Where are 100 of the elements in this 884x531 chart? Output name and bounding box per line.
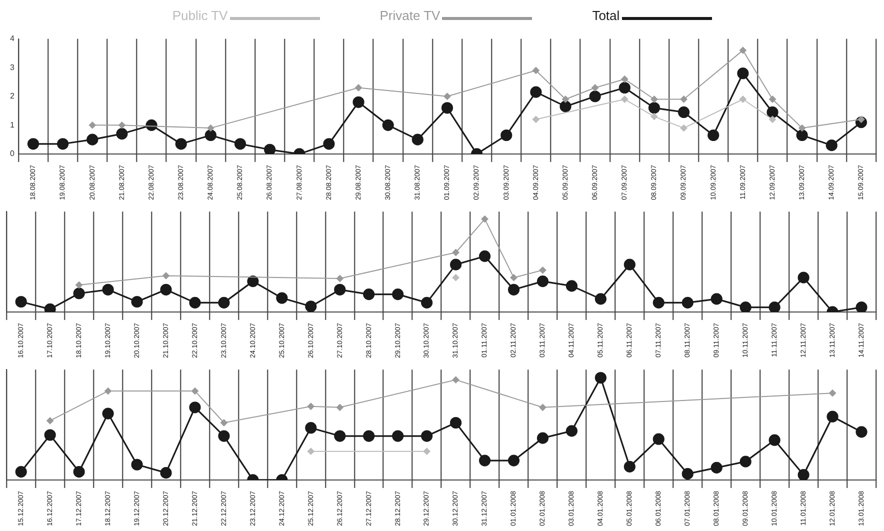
y-tick-label: 2 <box>10 92 15 101</box>
point <box>218 430 230 442</box>
point <box>247 276 259 288</box>
point <box>220 419 228 426</box>
point <box>27 138 40 150</box>
point <box>73 288 85 300</box>
point <box>648 102 660 114</box>
point <box>15 466 27 478</box>
point <box>307 448 314 455</box>
point <box>740 302 752 312</box>
point <box>15 296 27 308</box>
point <box>44 429 56 441</box>
point <box>452 248 460 256</box>
point <box>500 129 512 142</box>
point <box>421 296 433 308</box>
point <box>652 296 664 308</box>
point <box>682 468 694 480</box>
point <box>450 416 462 429</box>
point <box>739 96 746 103</box>
point <box>678 106 690 118</box>
text: Private TV <box>380 8 440 22</box>
point <box>131 458 143 470</box>
point <box>57 138 69 150</box>
point <box>276 292 288 304</box>
point <box>624 258 636 270</box>
y-tick-label: 0 <box>10 149 15 158</box>
point <box>766 106 778 118</box>
point <box>536 432 549 444</box>
y-tick-label: 3 <box>10 62 15 72</box>
point <box>798 272 810 284</box>
point <box>798 124 806 132</box>
point <box>46 417 54 424</box>
point <box>624 460 636 472</box>
point <box>566 425 578 437</box>
point <box>826 410 838 422</box>
point <box>560 100 572 112</box>
point <box>104 388 112 395</box>
point <box>621 76 628 83</box>
point <box>363 288 375 300</box>
point <box>710 293 722 305</box>
point <box>88 122 96 129</box>
point <box>131 296 143 308</box>
point <box>323 138 335 150</box>
point <box>452 376 460 384</box>
point <box>594 293 606 305</box>
point <box>444 92 451 100</box>
point <box>798 469 810 480</box>
point <box>305 422 317 434</box>
point <box>680 96 688 103</box>
point <box>423 448 430 455</box>
point <box>363 430 375 442</box>
point <box>739 46 746 54</box>
point <box>532 66 540 74</box>
point <box>826 140 838 152</box>
text: Total <box>592 8 620 22</box>
point <box>86 134 98 146</box>
point <box>234 138 246 150</box>
point <box>162 272 170 280</box>
point <box>740 456 752 468</box>
point <box>481 216 488 223</box>
point <box>218 296 230 308</box>
point <box>76 282 83 289</box>
point <box>737 68 749 80</box>
point <box>382 119 394 131</box>
point <box>160 467 172 479</box>
point <box>562 96 570 103</box>
point <box>452 274 460 282</box>
point <box>478 250 491 262</box>
point <box>530 86 542 98</box>
point <box>160 284 172 296</box>
point <box>191 388 198 395</box>
point <box>305 300 317 312</box>
point <box>352 96 364 108</box>
point <box>189 296 201 308</box>
point <box>412 134 424 146</box>
point <box>856 426 868 438</box>
point <box>592 84 599 92</box>
point <box>189 402 201 414</box>
point <box>652 433 664 445</box>
point <box>768 302 780 312</box>
point <box>829 390 836 397</box>
point <box>204 129 216 142</box>
point <box>207 124 214 132</box>
point <box>680 124 688 132</box>
point <box>650 96 658 103</box>
point <box>769 96 776 103</box>
point <box>450 258 462 270</box>
point <box>769 116 776 123</box>
y-tick-label: 1 <box>10 120 15 130</box>
point <box>536 276 549 288</box>
point <box>421 430 433 442</box>
point <box>508 284 520 296</box>
point <box>594 372 606 384</box>
text: Public TV <box>172 8 228 22</box>
point <box>621 96 628 103</box>
point <box>508 454 520 466</box>
point <box>566 280 578 292</box>
point <box>682 296 694 308</box>
point <box>710 462 722 474</box>
point <box>856 302 868 312</box>
